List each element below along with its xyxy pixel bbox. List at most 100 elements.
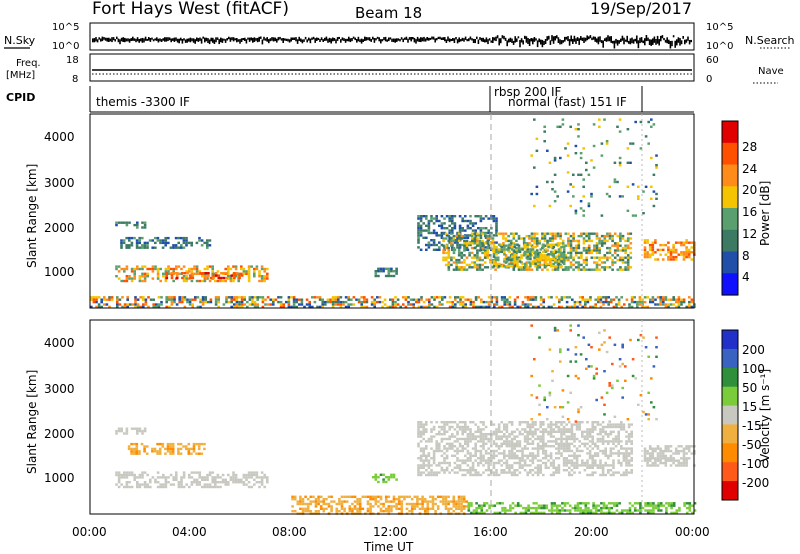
velocity-cell	[605, 506, 608, 510]
velocity-cell	[599, 433, 602, 436]
power-cell	[577, 261, 581, 264]
power-cell	[616, 244, 620, 247]
power-cell	[238, 274, 241, 277]
power-cell	[544, 248, 548, 251]
power-cell	[548, 261, 552, 264]
noise-trace-point	[404, 37, 406, 40]
power-cell	[490, 300, 493, 304]
power-cell	[448, 229, 451, 232]
power-cell	[503, 248, 506, 251]
velocity-cell	[448, 435, 451, 438]
velocity-cell	[477, 473, 480, 477]
power-cell	[412, 298, 415, 301]
power-cell	[465, 246, 469, 250]
power-cell	[442, 244, 445, 247]
power-cell	[365, 305, 369, 309]
velocity-cell	[175, 473, 178, 477]
velocity-cell	[578, 423, 581, 426]
power-cell	[624, 239, 627, 243]
noise-trace-point	[572, 38, 574, 44]
noise-trace-point	[666, 37, 668, 44]
power-cell	[535, 244, 539, 247]
power-cell	[513, 255, 517, 258]
velocity-cell	[682, 454, 686, 458]
velocity-cell	[296, 502, 300, 506]
power-cell	[603, 118, 606, 121]
velocity-cell	[523, 421, 527, 424]
velocity-cell	[510, 440, 514, 443]
velocity-cell	[531, 457, 535, 460]
power-cell	[133, 267, 136, 271]
power-cell	[225, 300, 228, 304]
power-cell	[534, 260, 537, 263]
power-colorbar-segment	[722, 229, 738, 253]
power-cell	[561, 268, 565, 271]
velocity-cell	[591, 471, 594, 474]
velocity-cell	[570, 428, 574, 431]
velocity-cell	[395, 478, 398, 481]
velocity-colorbar-segment	[722, 405, 738, 425]
velocity-cell	[531, 469, 535, 472]
velocity-cell	[130, 452, 133, 455]
noise-trace-point	[647, 37, 649, 41]
velocity-cell	[469, 454, 472, 457]
power-cell	[247, 270, 251, 273]
velocity-cell	[594, 461, 597, 465]
power-cell	[518, 248, 522, 251]
power-cell	[219, 279, 222, 283]
velocity-cell	[558, 511, 562, 515]
power-cell	[521, 300, 525, 304]
velocity-cell	[435, 421, 438, 424]
power-cell	[430, 231, 433, 235]
velocity-cell	[201, 485, 204, 489]
velocity-cell	[453, 421, 457, 424]
power-cell	[149, 298, 153, 301]
velocity-cell	[518, 449, 522, 453]
power-cell	[100, 305, 103, 309]
power-cell	[613, 244, 617, 247]
power-cell	[564, 147, 567, 150]
power-cell	[564, 266, 568, 269]
power-cell	[567, 251, 570, 255]
velocity-cell	[135, 447, 139, 451]
velocity-cell	[600, 502, 603, 505]
velocity-cell	[545, 504, 549, 507]
power-cell	[584, 300, 587, 304]
power-cell	[529, 265, 532, 268]
noise-trace-point	[532, 38, 534, 45]
velocity-cell	[130, 427, 134, 430]
noise-trace-point	[453, 38, 456, 43]
velocity-cell	[497, 473, 501, 477]
power-cell	[574, 244, 578, 247]
power-cell	[214, 272, 218, 275]
velocity-cell	[560, 445, 563, 448]
power-cell	[495, 217, 498, 220]
velocity-cell	[675, 511, 679, 515]
power-cell	[141, 246, 144, 249]
power-cell	[467, 298, 470, 301]
power-cell	[428, 298, 431, 301]
velocity-cell	[549, 421, 553, 424]
power-colorbar-frame	[721, 120, 739, 296]
power-cell	[464, 219, 467, 223]
velocity-cell	[167, 476, 170, 479]
velocity-cell	[661, 452, 665, 455]
power-cell	[157, 296, 161, 299]
velocity-cell	[604, 447, 607, 450]
velocity-cell	[654, 449, 657, 453]
power-cell	[117, 277, 121, 280]
velocity-cell	[149, 478, 152, 481]
velocity-cell	[588, 454, 592, 457]
velocity-cell	[637, 403, 640, 406]
power-cell	[381, 300, 384, 304]
velocity-cell	[627, 435, 631, 438]
velocity-cell	[185, 483, 188, 486]
power-cell	[509, 244, 513, 247]
velocity-cell	[585, 367, 588, 370]
power-cell	[487, 217, 490, 220]
velocity-cell	[508, 457, 511, 460]
noise-trace-point	[255, 38, 257, 41]
velocity-cell	[442, 495, 445, 498]
velocity-cell	[531, 433, 535, 436]
power-cell	[318, 305, 322, 309]
